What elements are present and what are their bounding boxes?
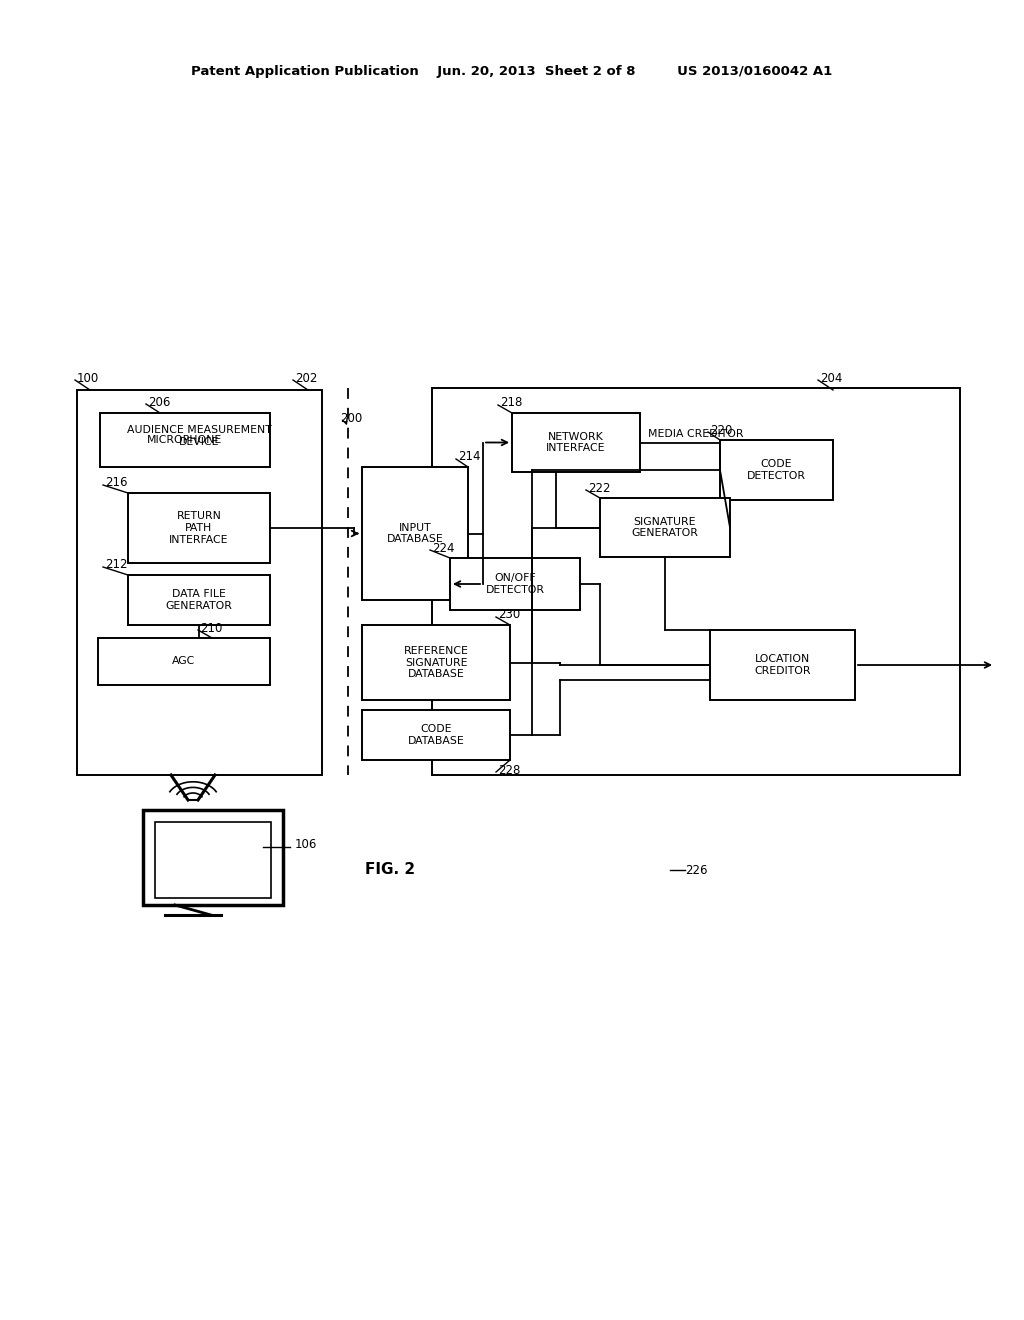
Text: 210: 210 bbox=[200, 622, 222, 635]
Text: Patent Application Publication    Jun. 20, 2013  Sheet 2 of 8         US 2013/01: Patent Application Publication Jun. 20, … bbox=[191, 66, 833, 78]
Text: 200: 200 bbox=[340, 412, 362, 425]
Text: ON/OFF
DETECTOR: ON/OFF DETECTOR bbox=[485, 573, 545, 595]
Text: 226: 226 bbox=[685, 863, 708, 876]
Bar bbox=[432, 388, 961, 775]
Text: 106: 106 bbox=[295, 838, 317, 851]
Bar bbox=[155, 822, 271, 898]
Text: 224: 224 bbox=[432, 541, 455, 554]
Bar bbox=[362, 710, 510, 760]
Text: AUDIENCE MEASUREMENT
DEVICE: AUDIENCE MEASUREMENT DEVICE bbox=[127, 425, 272, 447]
Bar bbox=[362, 624, 510, 700]
Text: CODE
DATABASE: CODE DATABASE bbox=[408, 725, 464, 746]
Bar bbox=[600, 498, 730, 557]
Text: 204: 204 bbox=[820, 371, 843, 384]
Bar bbox=[512, 413, 640, 473]
Text: REFERENCE
SIGNATURE
DATABASE: REFERENCE SIGNATURE DATABASE bbox=[403, 645, 468, 678]
Text: MICROPHONE: MICROPHONE bbox=[147, 436, 222, 445]
Bar bbox=[128, 576, 270, 624]
Text: INPUT
DATABASE: INPUT DATABASE bbox=[387, 523, 443, 544]
Bar bbox=[143, 810, 283, 906]
Bar bbox=[362, 467, 468, 601]
Text: 220: 220 bbox=[710, 424, 732, 437]
Bar bbox=[450, 558, 580, 610]
Text: CODE
DETECTOR: CODE DETECTOR bbox=[746, 459, 806, 480]
Text: 218: 218 bbox=[500, 396, 522, 409]
Bar bbox=[710, 630, 855, 700]
Text: DATA FILE
GENERATOR: DATA FILE GENERATOR bbox=[166, 589, 232, 611]
Text: 206: 206 bbox=[148, 396, 170, 408]
Text: 212: 212 bbox=[105, 558, 128, 572]
Text: LOCATION
CREDITOR: LOCATION CREDITOR bbox=[755, 655, 811, 676]
Text: AGC: AGC bbox=[172, 656, 196, 667]
Text: 202: 202 bbox=[295, 371, 317, 384]
Text: 214: 214 bbox=[458, 450, 480, 463]
Text: 228: 228 bbox=[498, 763, 520, 776]
Text: MEDIA CREDITOR: MEDIA CREDITOR bbox=[648, 429, 743, 440]
Text: NETWORK
INTERFACE: NETWORK INTERFACE bbox=[546, 432, 606, 453]
Bar bbox=[98, 638, 270, 685]
Text: SIGNATURE
GENERATOR: SIGNATURE GENERATOR bbox=[632, 516, 698, 539]
Text: 100: 100 bbox=[77, 371, 99, 384]
Text: 216: 216 bbox=[105, 477, 128, 490]
Bar bbox=[77, 389, 322, 775]
Text: FIG. 2: FIG. 2 bbox=[365, 862, 415, 878]
Bar bbox=[100, 413, 270, 467]
Text: RETURN
PATH
INTERFACE: RETURN PATH INTERFACE bbox=[169, 511, 228, 545]
Bar bbox=[128, 492, 270, 564]
Bar bbox=[720, 440, 833, 500]
Text: 222: 222 bbox=[588, 482, 610, 495]
Text: 230: 230 bbox=[498, 609, 520, 622]
